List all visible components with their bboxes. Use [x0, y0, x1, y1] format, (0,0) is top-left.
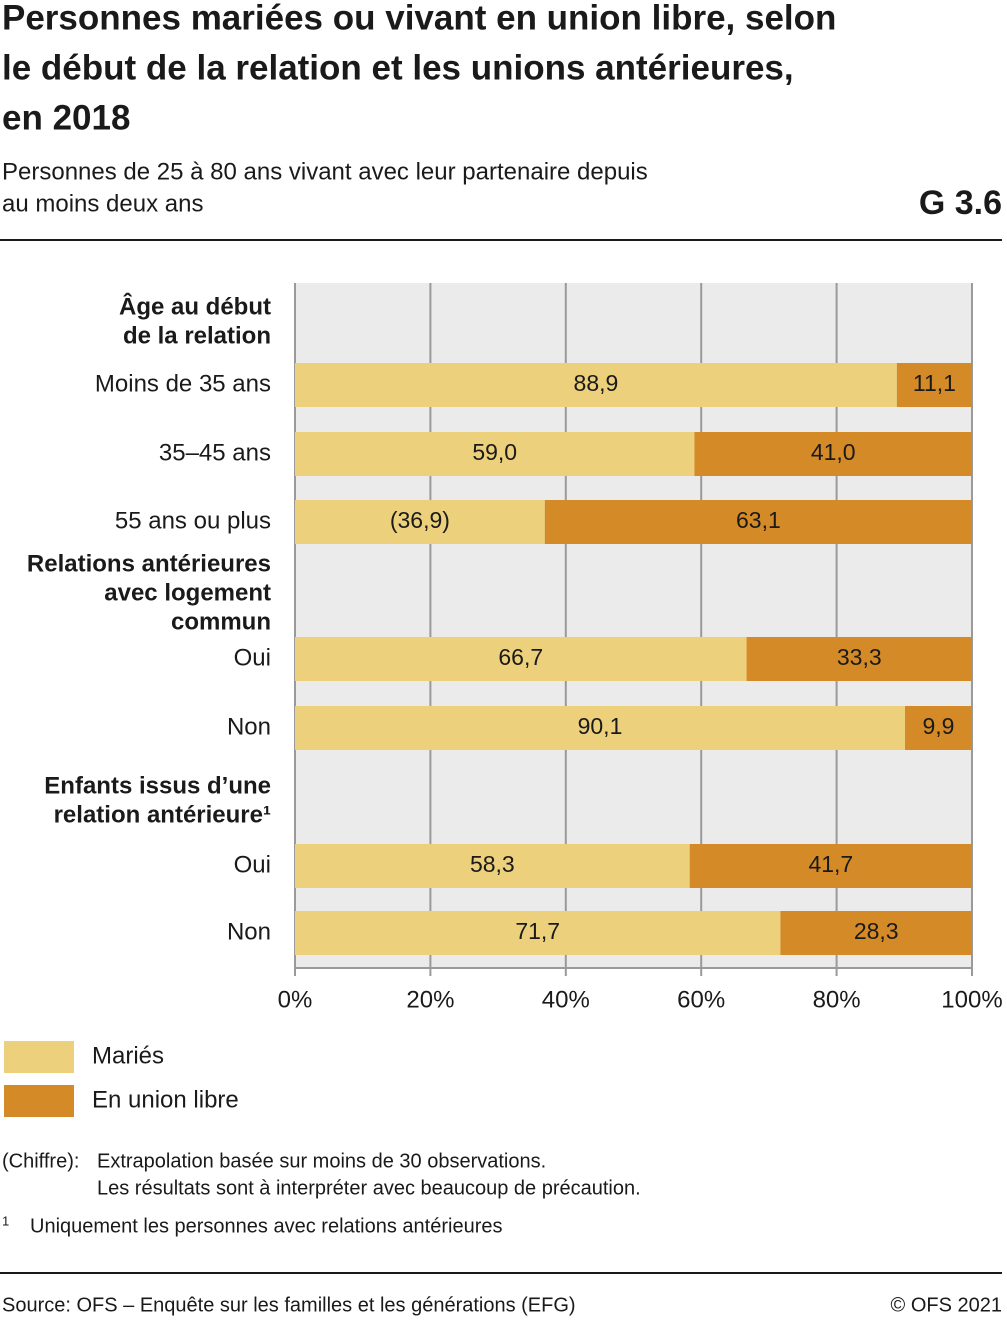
x-tick-label: 60%	[677, 986, 725, 1013]
group-label: Enfants issus d’une	[44, 772, 271, 799]
value-label: 41,0	[811, 439, 856, 465]
bar-segment	[904, 706, 972, 750]
value-label: 66,7	[498, 644, 543, 670]
value-label: 11,1	[913, 370, 956, 396]
footnote-key: 1	[2, 1213, 9, 1228]
chart-code: G 3.6	[919, 184, 1002, 222]
x-tick-label: 0%	[278, 986, 313, 1013]
bar-segment	[295, 500, 545, 544]
bar-segment	[746, 637, 972, 681]
bar-segment	[694, 432, 972, 476]
source: Source: OFS – Enquête sur les familles e…	[2, 1294, 576, 1316]
subtitle-line: au moins deux ans	[2, 190, 203, 217]
group-label: relation antérieure¹	[54, 801, 271, 828]
value-label: 71,7	[515, 918, 560, 944]
legend-label: En union libre	[92, 1086, 239, 1113]
value-label: 58,3	[470, 851, 515, 877]
group-label: de la relation	[123, 322, 271, 349]
value-label: 88,9	[574, 370, 619, 396]
title-line: en 2018	[2, 98, 130, 137]
value-label: 41,7	[808, 851, 853, 877]
value-label: 33,3	[837, 644, 882, 670]
y-tick-label: 35–45 ans	[159, 439, 271, 466]
legend-swatch	[4, 1041, 74, 1073]
bar-segment	[295, 637, 747, 681]
group-label: avec logement	[104, 579, 271, 606]
x-tick-label: 80%	[813, 986, 861, 1013]
title-line: le début de la relation et les unions an…	[2, 48, 794, 87]
legend-swatch	[4, 1085, 74, 1117]
x-tick-label: 20%	[406, 986, 454, 1013]
footnote-text: Uniquement les personnes avec relations …	[30, 1215, 503, 1237]
legend-label: Mariés	[92, 1042, 164, 1069]
value-label: (36,9)	[390, 507, 450, 533]
y-tick-label: Oui	[234, 851, 271, 878]
note-line: Extrapolation basée sur moins de 30 obse…	[97, 1150, 546, 1172]
value-label: 63,1	[736, 507, 781, 533]
y-tick-label: 55 ans ou plus	[115, 507, 271, 534]
group-label: Âge au début	[119, 292, 271, 320]
group-label: commun	[171, 608, 271, 635]
value-label: 59,0	[472, 439, 517, 465]
y-tick-label: Non	[227, 918, 271, 945]
bar-segment	[689, 844, 972, 888]
bar-segment	[896, 363, 972, 407]
bar-segment	[295, 844, 690, 888]
bar-segment	[544, 500, 972, 544]
y-tick-label: Moins de 35 ans	[95, 370, 271, 397]
value-label: 90,1	[578, 713, 623, 739]
bar-segment	[295, 432, 695, 476]
y-tick-label: Non	[227, 713, 271, 740]
group-label: Relations antérieures	[27, 550, 271, 577]
note-key: (Chiffre):	[2, 1150, 79, 1172]
copyright: © OFS 2021	[891, 1294, 1002, 1316]
bar-segment	[295, 911, 781, 955]
bar-segment	[780, 911, 972, 955]
note-line: Les résultats sont à interpréter avec be…	[97, 1177, 641, 1199]
x-tick-label: 40%	[542, 986, 590, 1013]
value-label: 9,9	[922, 713, 954, 739]
y-tick-label: Oui	[234, 644, 271, 671]
value-label: 28,3	[854, 918, 899, 944]
title-line: Personnes mariées ou vivant en union lib…	[2, 0, 836, 37]
bar-segment	[295, 706, 905, 750]
x-tick-label: 100%	[941, 986, 1002, 1013]
subtitle-line: Personnes de 25 à 80 ans vivant avec leu…	[2, 158, 648, 185]
bar-segment	[295, 363, 897, 407]
